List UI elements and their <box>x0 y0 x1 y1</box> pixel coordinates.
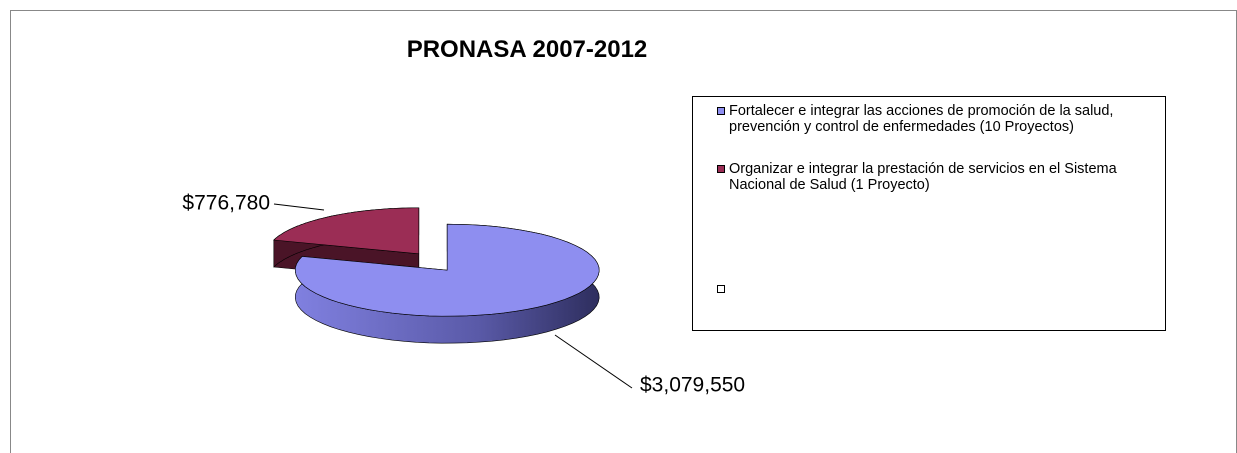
chart-title: PRONASA 2007-2012 <box>407 36 648 63</box>
legend-entry: Fortalecer e integrar las acciones de pr… <box>717 103 1169 135</box>
legend-swatch <box>717 107 725 115</box>
legend-swatch <box>717 165 725 173</box>
slice <box>294 223 600 317</box>
legend: Fortalecer e integrar las acciones de pr… <box>692 96 1166 331</box>
legend-label: Organizar e integrar la prestación de se… <box>729 161 1117 193</box>
legend-entry: Organizar e integrar la prestación de se… <box>717 161 1169 193</box>
leader-line <box>273 203 325 211</box>
legend-label: Fortalecer e integrar las acciones de pr… <box>729 103 1114 135</box>
data-label: $776,780 <box>182 192 270 215</box>
leader-line <box>554 334 633 389</box>
data-label: $3,079,550 <box>640 374 745 397</box>
slice <box>273 207 420 255</box>
